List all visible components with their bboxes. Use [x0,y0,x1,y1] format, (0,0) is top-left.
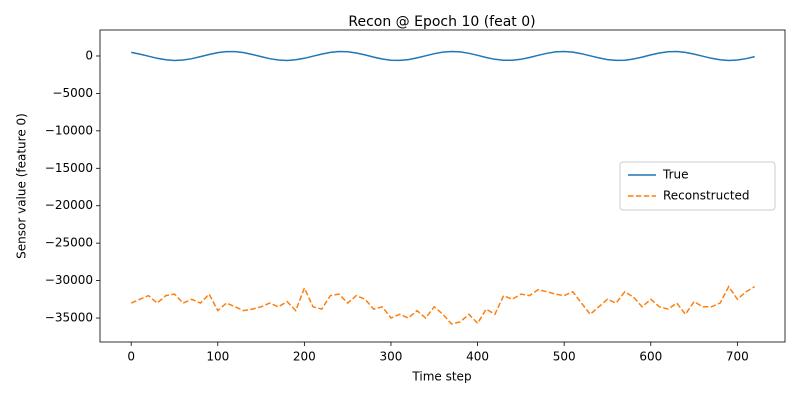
x-tick-label: 400 [466,350,489,364]
data-line [130,285,756,325]
y-tick-label: −15000 [45,161,93,175]
x-tick-label: 600 [639,350,662,364]
data-line [131,50,755,62]
x-tick-label: 100 [206,350,229,364]
chart-title: Recon @ Epoch 10 (feat 0) [348,14,535,30]
y-tick-label: −35000 [45,311,93,325]
y-axis-label: Sensor value (feature 0) [15,113,29,259]
y-tick-label: 0 [85,48,93,62]
legend-label: True [662,168,689,182]
x-tick-label: 300 [380,350,403,364]
y-tick-label: −5000 [52,86,93,100]
x-tick-label: 700 [726,350,749,364]
y-tick-label: −10000 [45,123,93,137]
x-axis-label: Time step [411,370,471,384]
x-tick-label: 200 [293,350,316,364]
plot-frame [99,29,786,343]
x-tick-label: 0 [127,350,135,364]
y-tick-label: −20000 [45,198,93,212]
legend-label: Reconstructed [663,189,750,203]
y-tick-label: −25000 [45,236,93,250]
legend-box [619,161,776,211]
y-tick-label: −30000 [45,273,93,287]
x-tick-label: 500 [553,350,576,364]
